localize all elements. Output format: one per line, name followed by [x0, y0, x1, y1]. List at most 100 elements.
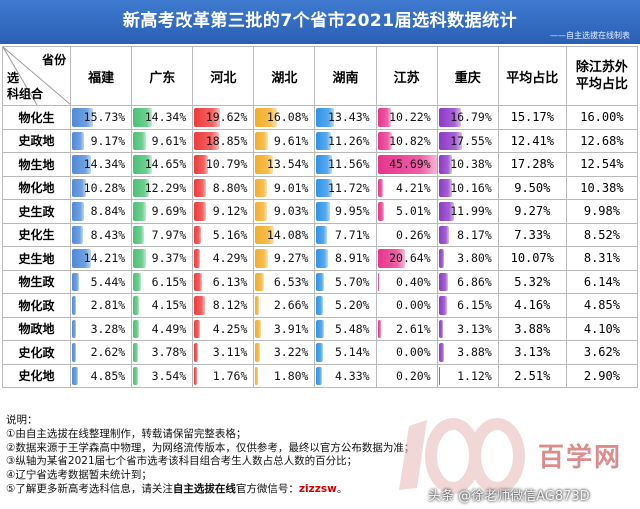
value-text: 9.03% — [273, 204, 309, 218]
value-text: 4.49% — [151, 321, 187, 336]
value-text: 13.43% — [328, 110, 370, 124]
value-text: 8.12% — [212, 298, 248, 312]
value-cell: 1.76% — [192, 363, 255, 388]
value-text: 2.61% — [396, 321, 431, 336]
data-bar — [316, 343, 324, 362]
table-row: 物生地 14.34% 14.65% 10.79% 13.54% 11.56% 45.69% 1… — [1, 152, 639, 177]
value-text: 5.14% — [334, 345, 370, 359]
note-wechat-id: zizzsw — [298, 482, 337, 495]
data-bar — [316, 131, 332, 150]
data-bar — [255, 319, 261, 338]
value-cell: 7.71% — [314, 222, 377, 247]
value-cell: 4.85% — [70, 363, 133, 388]
note-line: ⑤了解更多新高考选科信息，请关注自主选拔在线官方微信号：zizzsw。 — [6, 483, 636, 497]
value-text: 7.97% — [151, 227, 187, 242]
average-cell: 9.27% — [497, 199, 567, 224]
data-bar — [133, 108, 153, 127]
value-text: 9.95% — [334, 204, 370, 218]
value-text: 3.80% — [457, 251, 492, 265]
value-cell: 14.65% — [131, 152, 194, 177]
column-header-province: 重庆 — [436, 46, 499, 106]
value-cell: 9.17% — [70, 128, 133, 153]
data-bar — [133, 366, 138, 385]
average-excluding-jiangsu-cell: 3.62% — [565, 340, 639, 365]
value-cell: 19.62% — [192, 105, 255, 130]
average-cell: 9.50% — [497, 175, 567, 200]
value-cell: 1.80% — [253, 363, 316, 388]
value-cell: 10.38% — [436, 152, 499, 177]
value-cell: 2.66% — [253, 293, 316, 318]
data-bar — [72, 225, 84, 244]
value-text: 4.29% — [212, 251, 248, 265]
value-cell: 0.40% — [375, 269, 438, 294]
data-bar — [438, 108, 461, 127]
value-text: 10.28% — [83, 180, 126, 195]
data-bar — [255, 225, 274, 244]
row-label-combination: 物化地 — [1, 175, 72, 200]
value-text: 0.20% — [396, 368, 431, 383]
row-label-combination: 史化政 — [1, 340, 72, 365]
data-bar — [438, 155, 453, 174]
value-cell: 16.08% — [253, 105, 316, 130]
value-cell: 3.78% — [131, 340, 194, 365]
average-excluding-jiangsu-cell: 12.54% — [565, 152, 639, 177]
value-text: 20.64% — [389, 251, 431, 265]
value-cell: 3.28% — [70, 316, 133, 341]
data-bar — [72, 202, 84, 221]
data-bar — [72, 131, 85, 150]
value-cell: 14.34% — [70, 152, 133, 177]
average-excluding-jiangsu-cell: 9.98% — [565, 199, 639, 224]
value-text: 10.79% — [205, 157, 248, 171]
value-cell: 13.43% — [314, 105, 377, 130]
value-cell: 0.00% — [375, 340, 438, 365]
data-bar — [194, 108, 221, 127]
data-bar — [133, 131, 146, 150]
data-bar — [438, 319, 443, 338]
value-cell: 15.73% — [70, 105, 133, 130]
value-cell: 3.88% — [436, 340, 499, 365]
note-text: 官方微信号： — [235, 482, 299, 495]
row-label-combination: 物化生 — [1, 105, 72, 130]
value-cell: 14.34% — [131, 105, 194, 130]
data-bar — [255, 272, 264, 291]
value-cell: 3.80% — [436, 246, 499, 271]
value-text: 18.85% — [205, 133, 248, 148]
data-bar — [377, 202, 385, 221]
value-text: 0.00% — [396, 345, 431, 359]
data-bar — [133, 202, 146, 221]
value-cell: 3.13% — [436, 316, 499, 341]
value-text: 9.12% — [212, 204, 248, 218]
data-bar — [133, 296, 139, 315]
data-bar — [194, 202, 207, 221]
value-text: 8.84% — [90, 204, 126, 218]
data-bar — [194, 249, 200, 268]
value-cell: 6.13% — [192, 269, 255, 294]
value-cell: 0.26% — [375, 222, 438, 247]
data-bar — [316, 202, 330, 221]
value-text: 1.80% — [273, 368, 309, 383]
data-bar — [133, 178, 150, 197]
page-title: 新高考改革第三批的7个省市2021届选科数据统计 — [122, 11, 518, 31]
data-bar — [377, 131, 392, 150]
data-bar — [316, 366, 323, 385]
data-bar — [316, 249, 329, 268]
data-bar — [377, 319, 381, 338]
value-text: 5.48% — [334, 321, 370, 336]
data-bar — [377, 272, 379, 291]
data-bar — [255, 296, 259, 315]
value-cell: 17.55% — [436, 128, 499, 153]
value-cell: 12.29% — [131, 175, 194, 200]
data-bar — [377, 249, 405, 268]
value-text: 11.99% — [450, 204, 492, 218]
value-text: 16.08% — [266, 110, 309, 124]
value-cell: 5.01% — [375, 199, 438, 224]
value-cell: 14.08% — [253, 222, 316, 247]
value-text: 0.00% — [396, 298, 431, 312]
value-cell: 10.79% — [192, 152, 255, 177]
value-cell: 4.25% — [192, 316, 255, 341]
data-bar — [438, 178, 453, 197]
average-cell: 15.17% — [497, 105, 567, 130]
value-cell: 5.14% — [314, 340, 377, 365]
data-bar — [72, 249, 91, 268]
table-row: 史政地 9.17% 9.61% 18.85% 9.61% 11.26% 10.82% 17.5… — [1, 128, 639, 153]
